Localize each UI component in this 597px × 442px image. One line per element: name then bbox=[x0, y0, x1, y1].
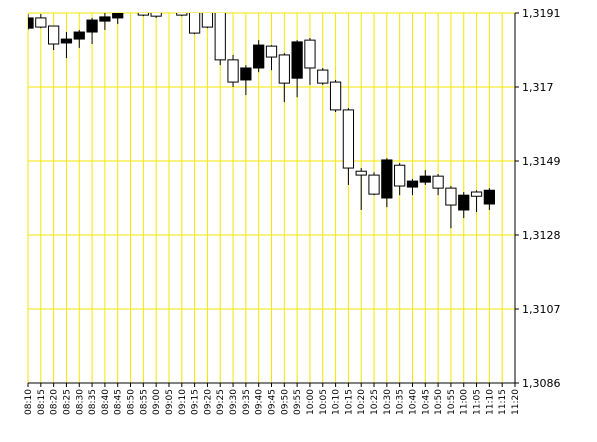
x-tick-label: 10:45 bbox=[421, 389, 431, 415]
x-tick-label: 08:10 bbox=[24, 389, 34, 415]
x-tick-label: 08:20 bbox=[50, 389, 60, 415]
x-tick-label: 11:00 bbox=[460, 389, 470, 415]
x-tick-label: 10:50 bbox=[434, 389, 444, 415]
y-tick-label: 1,3149 bbox=[522, 155, 561, 168]
candle-body bbox=[240, 67, 252, 81]
candle-body bbox=[214, 13, 226, 61]
candle-body bbox=[188, 13, 201, 34]
x-tick-label: 09:30 bbox=[229, 389, 239, 415]
candle-body bbox=[445, 187, 457, 206]
candle-body bbox=[99, 16, 111, 22]
candle-body bbox=[483, 189, 495, 205]
x-tick-label: 09:10 bbox=[178, 389, 188, 415]
x-tick-label: 10:20 bbox=[357, 389, 367, 415]
y-tick-label: 1,3191 bbox=[522, 7, 561, 20]
candle-body bbox=[291, 41, 303, 79]
candle-body bbox=[73, 31, 85, 40]
x-tick-label: 09:45 bbox=[268, 389, 278, 415]
candle-body bbox=[381, 159, 393, 199]
x-tick-label: 09:35 bbox=[242, 389, 252, 415]
candle-body bbox=[137, 13, 149, 16]
x-tick-label: 09:00 bbox=[152, 389, 162, 415]
candle-body bbox=[227, 59, 239, 83]
candle-body bbox=[60, 38, 73, 44]
x-tick-label: 10:55 bbox=[447, 389, 457, 415]
x-tick-label: 08:30 bbox=[75, 389, 85, 415]
candle-body bbox=[253, 44, 265, 69]
x-tick-label: 10:30 bbox=[383, 389, 393, 415]
candle-body bbox=[278, 54, 290, 84]
x-tick-label: 10:40 bbox=[408, 389, 418, 415]
x-tick-label: 08:35 bbox=[88, 389, 98, 415]
candle-body bbox=[265, 45, 278, 58]
candle-body bbox=[470, 191, 483, 197]
x-tick-label: 09:55 bbox=[293, 389, 303, 415]
x-tick-label: 08:25 bbox=[62, 389, 72, 415]
y-tick-label: 1,3128 bbox=[522, 229, 561, 242]
candle-body bbox=[35, 17, 47, 28]
x-tick-label: 10:15 bbox=[344, 389, 354, 415]
x-tick-label: 09:50 bbox=[280, 389, 290, 415]
candle-body bbox=[164, 4, 174, 9]
candle-body bbox=[125, 2, 135, 6]
x-tick-label: 09:25 bbox=[216, 389, 226, 415]
candle-body bbox=[342, 109, 355, 169]
candle-body bbox=[458, 194, 470, 211]
x-tick-label: 08:50 bbox=[127, 389, 137, 415]
x-tick-label: 11:15 bbox=[498, 389, 508, 415]
x-tick-label: 08:15 bbox=[37, 389, 47, 415]
x-tick-label: 09:40 bbox=[255, 389, 265, 415]
x-tick-label: 09:15 bbox=[191, 389, 201, 415]
grid bbox=[27, 12, 516, 384]
x-tick-label: 08:55 bbox=[139, 389, 149, 415]
candle-body bbox=[432, 175, 444, 189]
candle-body bbox=[150, 13, 162, 17]
candle-body bbox=[394, 164, 406, 187]
x-tick-label: 11:10 bbox=[485, 389, 495, 415]
candle-body bbox=[368, 174, 380, 195]
candle-body bbox=[28, 17, 34, 29]
candles bbox=[28, 2, 495, 229]
y-tick-label: 1,317 bbox=[522, 81, 554, 94]
candle-body bbox=[112, 13, 124, 19]
candle-body bbox=[86, 19, 98, 33]
x-tick-label: 10:25 bbox=[370, 389, 380, 415]
candle-body bbox=[48, 25, 60, 45]
x-tick-label: 10:05 bbox=[319, 389, 329, 415]
candle-body bbox=[355, 170, 367, 176]
candle-body bbox=[201, 13, 214, 28]
candle-body bbox=[406, 180, 419, 188]
x-tick-label: 11:20 bbox=[511, 389, 521, 415]
candle-body bbox=[329, 81, 342, 111]
x-tick-label: 10:00 bbox=[306, 389, 316, 415]
x-tick-label: 11:05 bbox=[473, 389, 483, 415]
x-tick-label: 09:20 bbox=[203, 389, 213, 415]
candle-body bbox=[304, 39, 316, 69]
axes: 1,3086 1,3107 1,3128 1,3149 1,317 1,3191 08:10… bbox=[24, 7, 561, 415]
candle-body bbox=[419, 175, 431, 183]
x-tick-label: 10:35 bbox=[396, 389, 406, 415]
x-tick-label: 10:10 bbox=[332, 389, 342, 415]
x-tick-label: 08:45 bbox=[114, 389, 124, 415]
candle-body bbox=[176, 13, 188, 16]
candle-body bbox=[317, 69, 329, 84]
x-tick-label: 08:40 bbox=[101, 389, 111, 415]
y-tick-label: 1,3107 bbox=[522, 303, 561, 316]
y-tick-label: 1,3086 bbox=[522, 377, 561, 390]
x-tick-label: 09:05 bbox=[165, 389, 175, 415]
